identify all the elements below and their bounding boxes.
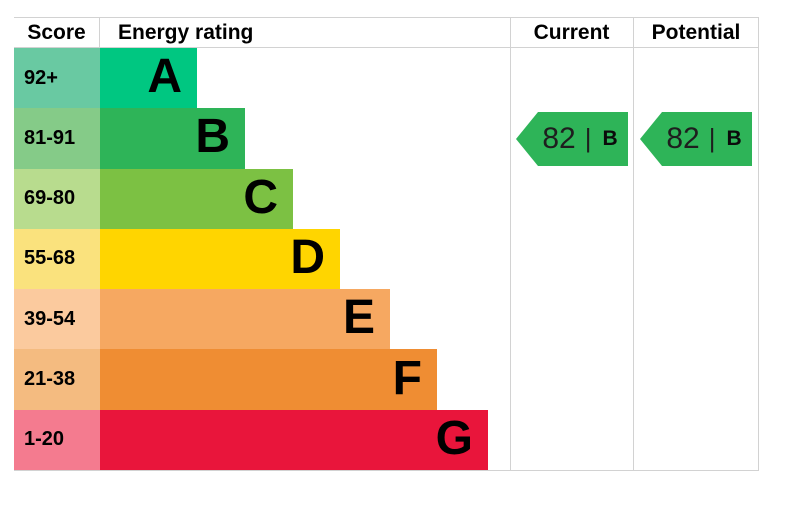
band-bar: E — [100, 289, 390, 350]
band-bar: D — [100, 228, 340, 290]
rating-bands: 92+ A 81-91 B 69-80 C 55-68 D 39-54 E 21… — [14, 48, 510, 470]
band-letter: F — [392, 351, 422, 405]
band-bar: F — [100, 349, 437, 410]
band-letter: A — [147, 50, 182, 104]
score-band-separator: | — [708, 122, 716, 153]
band-letter: C — [243, 170, 278, 224]
epc-chart: Score Energy rating Current Potential 92… — [14, 17, 759, 471]
current-score-value: 82 — [542, 122, 576, 155]
band-score-range: 92+ — [14, 48, 100, 109]
header-energy-rating: Energy rating — [118, 20, 254, 44]
band-bar: A — [100, 48, 197, 109]
band-bar: G — [100, 409, 488, 470]
band-letter: D — [290, 230, 325, 284]
rating-band-row: 39-54 E — [14, 289, 510, 350]
band-score-range: 21-38 — [14, 349, 100, 410]
band-score-range: 39-54 — [14, 289, 100, 350]
potential-rating-arrow: 82 | B — [640, 112, 752, 166]
header-score: Score — [14, 18, 100, 47]
rating-band-row: 1-20 G — [14, 409, 510, 470]
rating-band-row: 55-68 D — [14, 228, 510, 290]
rating-band-row: 21-38 F — [14, 349, 510, 410]
header-current: Current — [533, 20, 610, 44]
band-score-range: 81-91 — [14, 108, 100, 169]
chart-header-row: Score Energy rating Current Potential — [14, 18, 758, 48]
rating-band-row: 69-80 C — [14, 168, 510, 229]
band-score-range: 1-20 — [14, 409, 100, 470]
column-divider-current-potential — [633, 18, 634, 470]
band-bar: B — [100, 108, 245, 169]
band-bar: C — [100, 168, 293, 229]
band-letter: G — [435, 411, 473, 465]
current-band-letter: B — [602, 127, 618, 150]
band-score-range: 55-68 — [14, 228, 100, 290]
band-letter: E — [342, 291, 375, 345]
band-score-range: 69-80 — [14, 168, 100, 229]
score-band-separator: | — [584, 122, 592, 153]
potential-score-value: 82 — [666, 122, 700, 155]
band-letter: B — [195, 110, 230, 164]
potential-band-letter: B — [726, 127, 742, 150]
current-rating-arrow: 82 | B — [516, 112, 628, 166]
header-potential: Potential — [651, 20, 741, 44]
rating-band-row: 92+ A — [14, 48, 510, 109]
rating-band-row: 81-91 B — [14, 108, 510, 169]
column-divider-rating-current — [510, 18, 511, 470]
